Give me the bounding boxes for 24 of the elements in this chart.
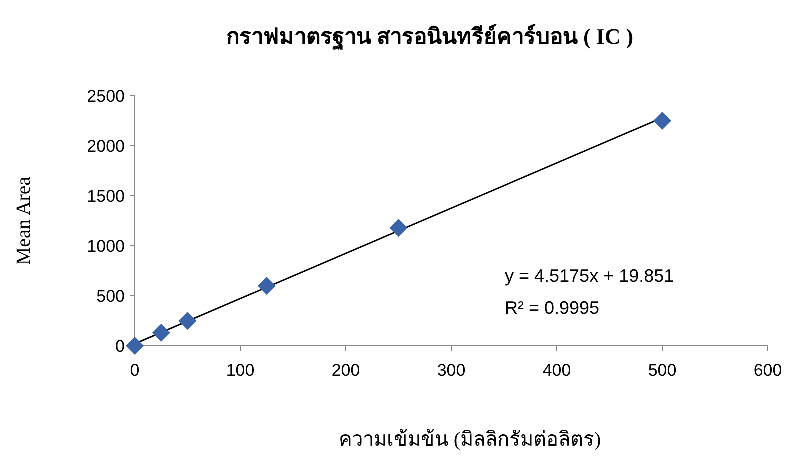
- point: [126, 337, 144, 355]
- y-tick-label: 0: [116, 337, 125, 356]
- y-tick-label: 1500: [87, 187, 125, 206]
- x-tick-label: 300: [437, 361, 466, 380]
- x-tick-label: 200: [332, 361, 360, 380]
- annotation: R² = 0.9995: [505, 298, 600, 318]
- y-axis-title: Mean Area: [13, 176, 35, 266]
- x-tick-label: 100: [226, 361, 255, 380]
- annotation: y = 4.5175x + 19.851: [505, 266, 674, 286]
- x-axis-title: ความเข้มข้น (มิลลิกรัมต่อลิตร): [338, 429, 602, 451]
- point: [152, 324, 170, 342]
- point: [178, 312, 197, 330]
- point: [258, 277, 276, 295]
- x-tick-label: 500: [648, 361, 677, 380]
- x-tick-label: 400: [542, 361, 572, 380]
- point: [654, 112, 672, 130]
- y-tick-label: 1000: [87, 237, 125, 256]
- point: [390, 219, 408, 237]
- chart-title: กราฟมาตรฐาน สารอนินทรีย์คาร์บอน ( IC ): [226, 24, 634, 51]
- x-tick-label: 600: [754, 361, 782, 380]
- y-tick-label: 2500: [87, 87, 125, 106]
- x-tick-label: 0: [130, 361, 140, 380]
- y-tick-label: 2000: [87, 137, 125, 156]
- y-tick-label: 500: [96, 287, 125, 306]
